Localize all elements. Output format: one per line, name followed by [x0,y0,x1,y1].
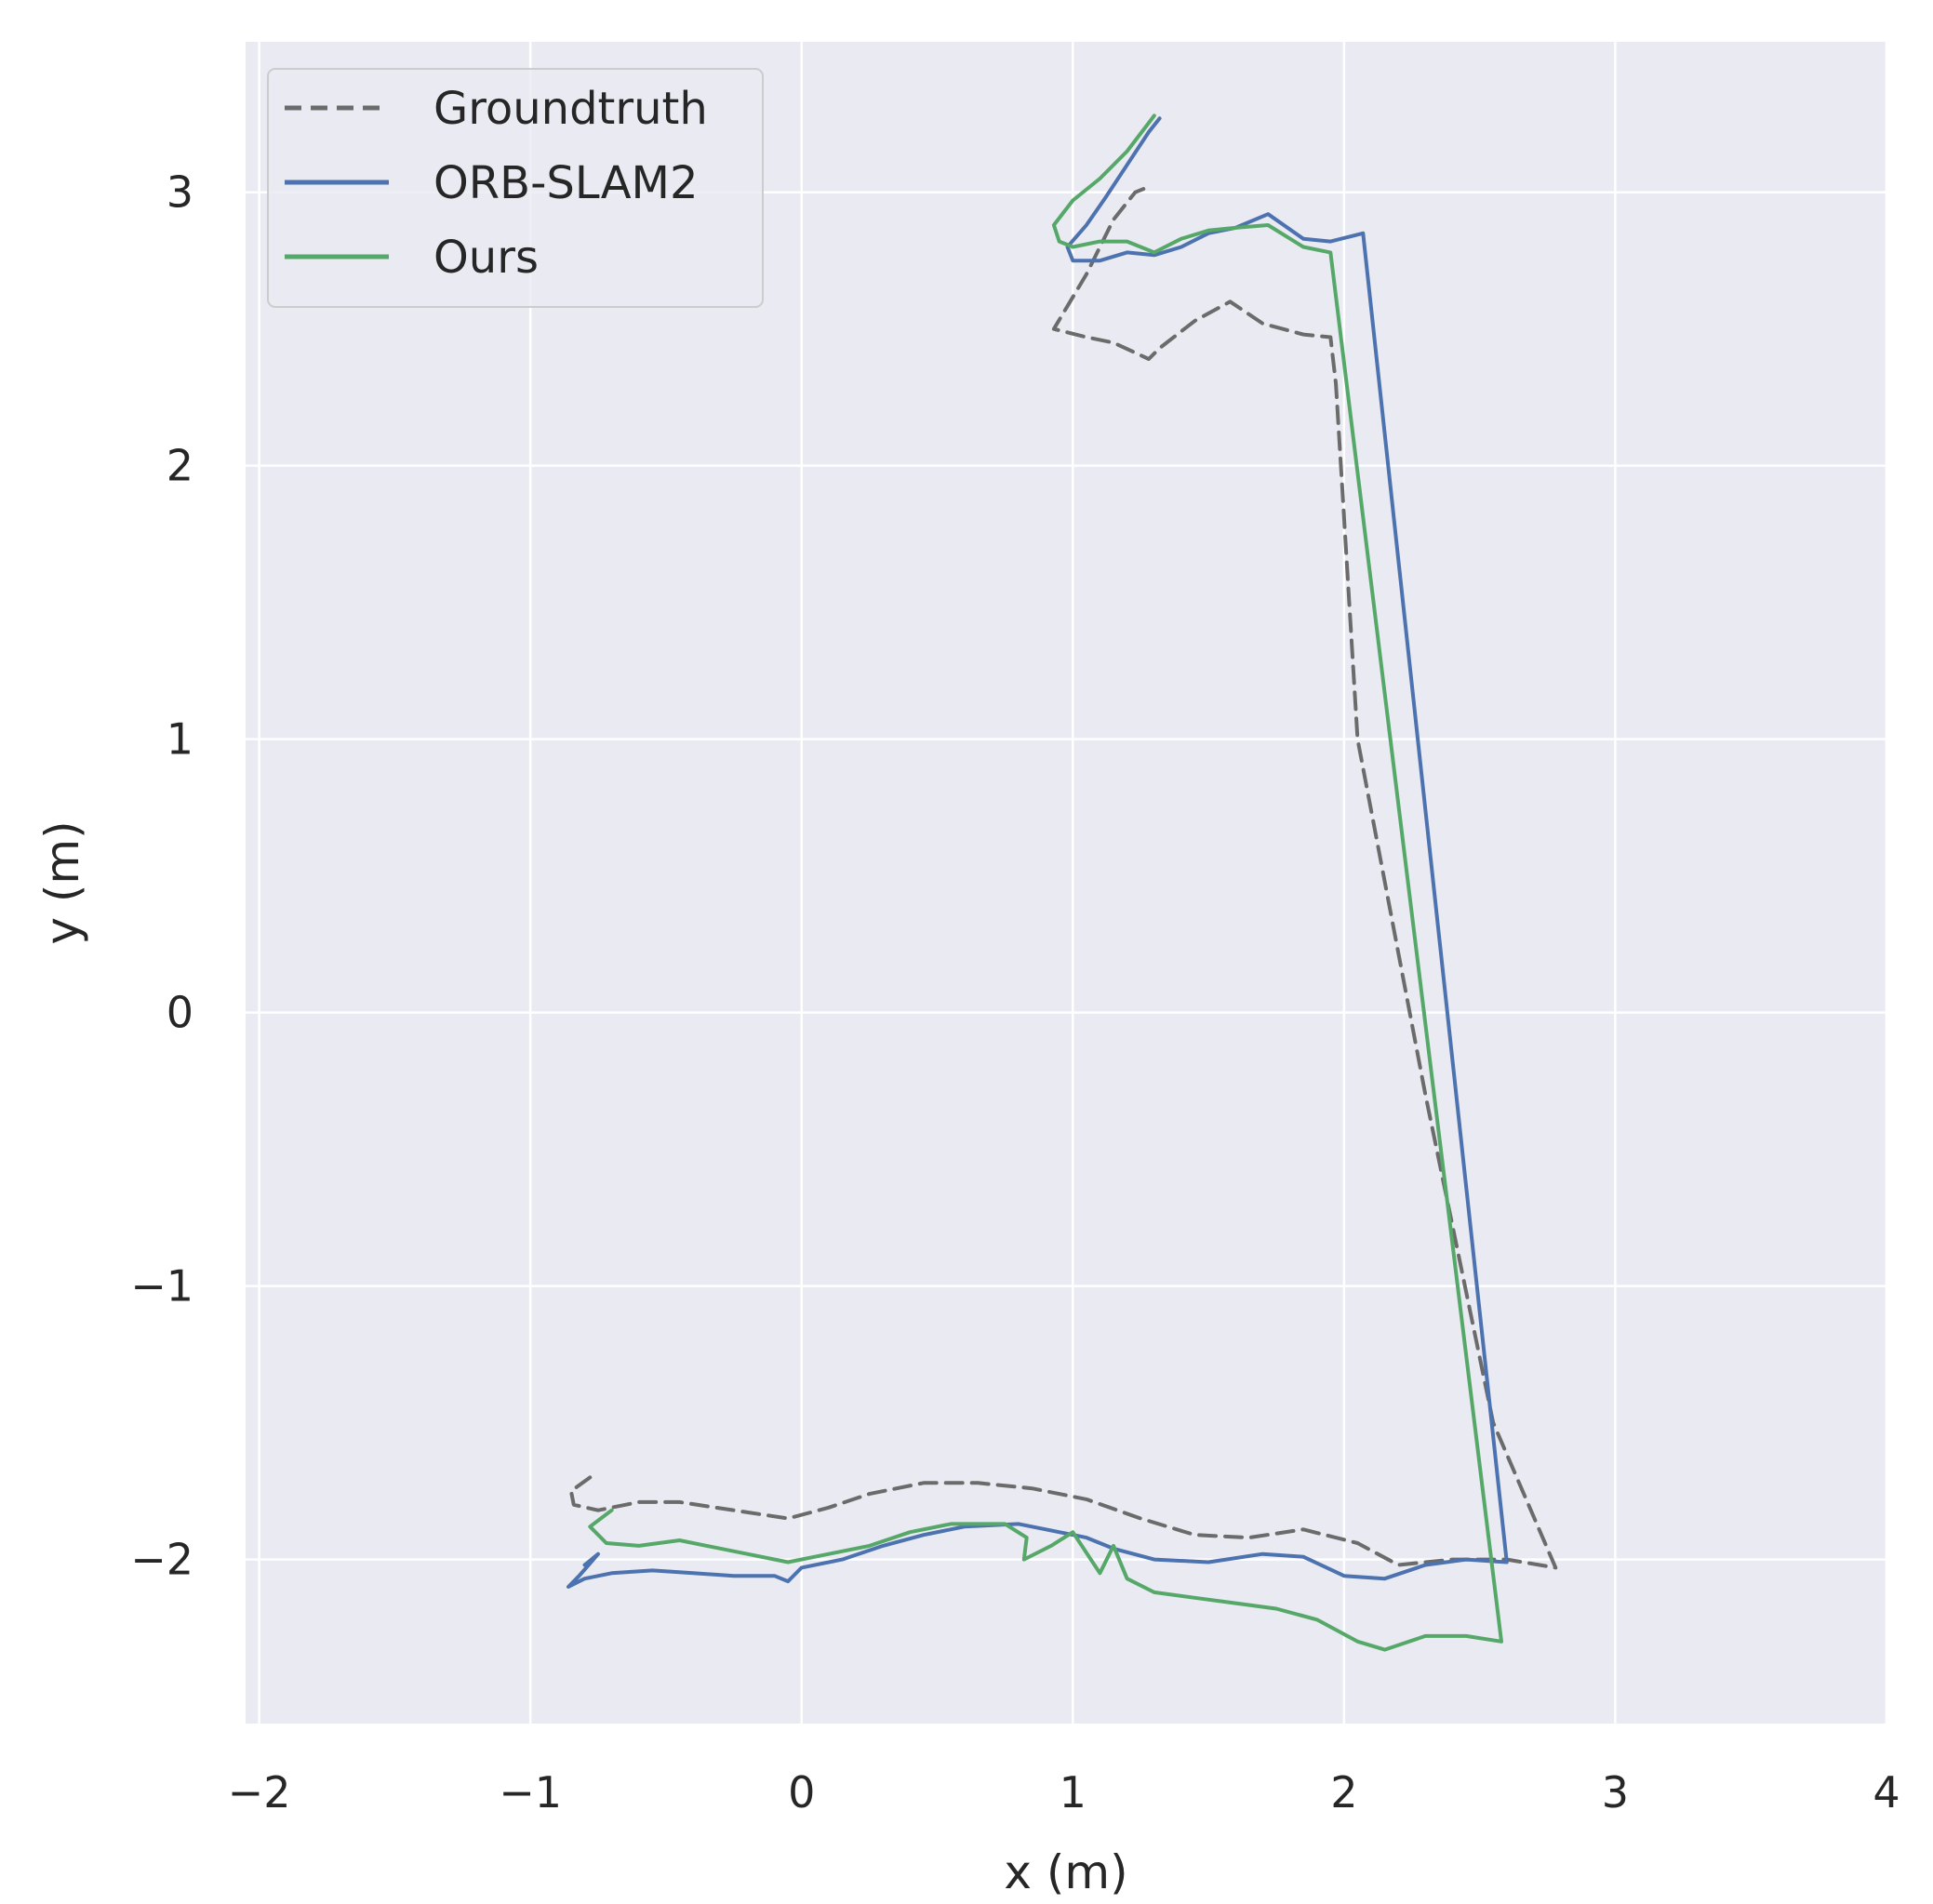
series-line-ours [588,113,1503,1652]
x-tick-label: 1 [1060,1767,1086,1817]
grid-lines [246,42,1888,1724]
x-tick-label: 2 [1330,1767,1357,1817]
x-tick-label: 3 [1602,1767,1629,1817]
tick-labels: −2 −1 0 1 2 3 4 −2 −1 0 1 2 3 [130,167,1900,1817]
y-tick-label: −1 [130,1261,193,1311]
series-lines [567,113,1558,1652]
x-tick-label: 4 [1873,1767,1900,1817]
y-tick-label: 2 [167,441,193,491]
legend-label-groundtruth: Groundtruth [433,83,708,135]
y-tick-label: 1 [167,714,193,765]
legend-frame [267,68,764,308]
y-tick-label: 3 [167,167,193,218]
x-axis-label: x (m) [1004,1845,1127,1899]
legend-label-orbslam: ORB-SLAM2 [433,157,698,209]
y-axis-label: y (m) [35,820,89,944]
series-line-orbslam [567,116,1509,1589]
x-tick-label: 0 [788,1767,815,1817]
y-tick-label: −2 [130,1535,193,1585]
legend: Groundtruth ORB-SLAM2 Ours [267,68,764,308]
x-tick-label: −2 [228,1767,291,1817]
y-tick-label: 0 [167,988,193,1038]
legend-label-ours: Ours [433,232,539,284]
x-tick-label: −1 [499,1767,562,1817]
plot-area [246,42,1886,1724]
